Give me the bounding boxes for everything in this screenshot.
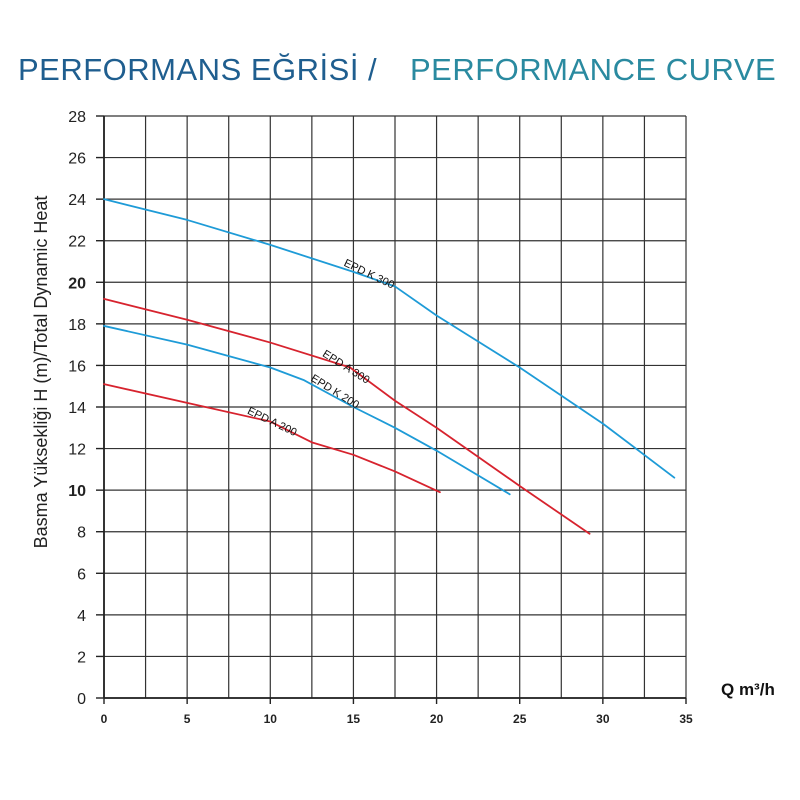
y-tick-label: 14 <box>68 400 86 417</box>
y-tick-label: 0 <box>77 691 86 708</box>
y-tick-label: 4 <box>77 608 86 625</box>
y-tick-label: 2 <box>77 649 86 666</box>
series-line-epd-a-200 <box>103 383 441 494</box>
curve-label: EPD K 300 <box>342 257 396 291</box>
chart-grid <box>103 115 687 699</box>
y-tick-label: 6 <box>77 566 86 583</box>
y-tick-label: 22 <box>68 234 86 251</box>
y-tick-label: 18 <box>68 317 86 334</box>
series-line-epd-a-300 <box>103 298 591 535</box>
chart-title-turkish: PERFORMANS EĞRİSİ / <box>18 52 378 87</box>
x-tick-label: 10 <box>264 712 278 726</box>
y-tick-label: 20 <box>68 275 86 292</box>
curve-label: EPD A 200 <box>245 405 298 439</box>
y-tick-label: 24 <box>68 192 86 209</box>
y-tick-label: 16 <box>68 358 86 375</box>
x-tick-label: 5 <box>184 712 191 726</box>
x-tick-label: 20 <box>430 712 444 726</box>
x-axis-ticks: 0 5 10 15 20 25 30 35 <box>101 698 693 726</box>
x-tick-label: 35 <box>679 712 693 726</box>
chart-title-english: PERFORMANCE CURVE <box>410 52 777 87</box>
y-tick-label: 8 <box>77 525 86 542</box>
x-tick-label: 15 <box>347 712 361 726</box>
y-tick-label: 28 <box>68 109 86 126</box>
x-tick-label: 0 <box>101 712 108 726</box>
y-axis-label: Basma Yüksekliği H (m)/Total Dynamic Hea… <box>31 196 51 549</box>
x-tick-label: 30 <box>596 712 610 726</box>
x-tick-label: 25 <box>513 712 527 726</box>
performance-curves <box>103 198 676 535</box>
series-line-epd-k-300 <box>103 198 676 479</box>
x-axis-label: Q m³/h <box>721 680 775 699</box>
y-tick-label: 26 <box>68 151 86 168</box>
y-tick-label: 12 <box>68 442 86 459</box>
series-line-epd-k-200 <box>103 325 511 496</box>
y-tick-label: 10 <box>68 483 86 500</box>
